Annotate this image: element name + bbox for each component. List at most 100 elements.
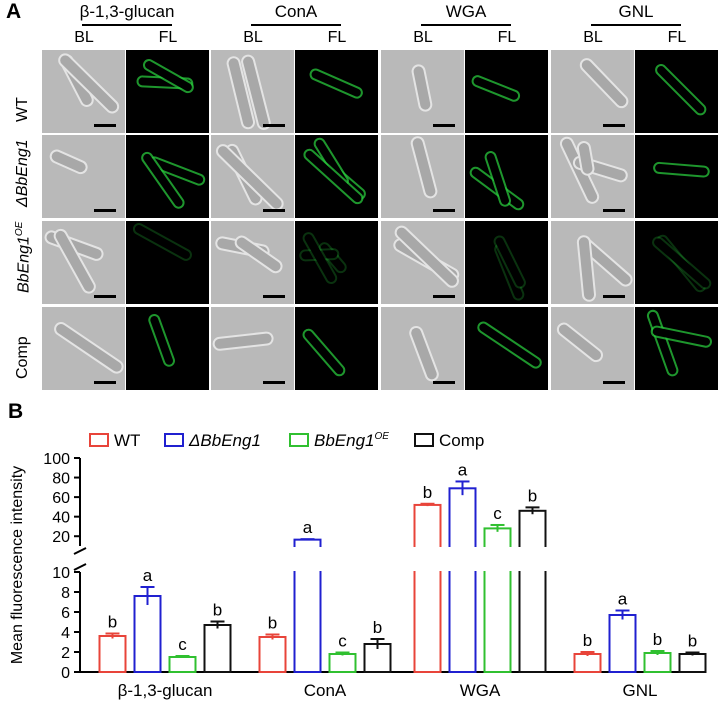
bar-chart: WT ΔBbEng1 BbEng1OE Comp 0 2 4 6 8 10 20 40 60 80 100 M… [9, 431, 707, 700]
y-tick-label: 0 [61, 665, 70, 682]
legend-label: Comp [439, 431, 484, 450]
significance-letter: a [303, 518, 313, 537]
lectin-title: WGA [445, 2, 487, 21]
brightfield-tile [551, 221, 634, 304]
y-tick-label: 8 [61, 585, 70, 602]
scale-bar [433, 209, 455, 212]
row-label: ΔBbEng1 [14, 139, 31, 207]
y-axis-label: Mean fluorescence intensity [9, 466, 26, 664]
significance-letter: a [458, 460, 468, 479]
brightfield-tile [381, 135, 464, 218]
significance-letter: b [583, 631, 592, 650]
scale-bar [603, 209, 625, 212]
channel-label: FL [497, 29, 517, 46]
lectin-underline [421, 24, 511, 26]
lectin-underline [251, 24, 341, 26]
bar [98, 635, 127, 673]
significance-letter: c [493, 504, 502, 523]
scale-bar [263, 381, 285, 384]
fluorescence-tile [635, 221, 718, 304]
bar [573, 653, 602, 673]
lectin-underline [82, 24, 172, 26]
significance-letter: b [528, 486, 537, 505]
bar [448, 487, 477, 673]
bar [133, 595, 162, 673]
brightfield-tile [551, 307, 634, 390]
brightfield-tile [381, 221, 464, 304]
channel-label: BL [74, 29, 94, 46]
fluorescence-tile [465, 135, 548, 218]
channel-label: FL [667, 29, 687, 46]
scale-bar [603, 295, 625, 298]
bar [328, 653, 357, 673]
fluorescence-tile [126, 135, 209, 218]
bar-break-gap [517, 547, 548, 571]
y-tick-label: 6 [61, 605, 70, 622]
y-tick-label: 4 [61, 625, 70, 642]
brightfield-tile [42, 50, 125, 133]
y-tick-label: 10 [52, 565, 70, 582]
bar [518, 509, 547, 673]
fluorescence-tile [295, 50, 378, 133]
row-label: BbEng1OE [14, 221, 33, 293]
y-tick-label: 100 [43, 451, 70, 468]
bar-break-gap [447, 547, 478, 571]
fluorescence-tile [635, 135, 718, 218]
significance-letter: a [143, 566, 153, 585]
y-tick-label: 20 [52, 529, 70, 546]
fluorescence-tile [295, 135, 378, 218]
legend-swatch [414, 433, 434, 447]
significance-letter: b [423, 483, 432, 502]
legend-swatch [89, 433, 109, 447]
brightfield-tile [381, 50, 464, 133]
brightfield-tile [42, 135, 125, 218]
lectin-title: GNL [618, 2, 654, 21]
bar [643, 652, 672, 673]
brightfield-tile [211, 135, 294, 218]
scale-bar [263, 209, 285, 212]
axis-break-mark [73, 563, 87, 571]
bar-break-gap [412, 547, 443, 571]
fluorescence-tile [635, 50, 718, 133]
fluorescence-tile [295, 221, 378, 304]
brightfield-tile [42, 307, 125, 390]
scale-bar [603, 381, 625, 384]
axis-break-mark [73, 547, 87, 555]
scale-bar [433, 295, 455, 298]
significance-letter: b [108, 613, 117, 632]
lectin-title: ConA [274, 2, 318, 21]
scale-bar [433, 381, 455, 384]
fluorescence-tile [465, 221, 548, 304]
y-tick-label: 2 [61, 645, 70, 662]
channel-label: FL [327, 29, 347, 46]
y-tick-label: 60 [52, 490, 70, 507]
channel-label: BL [243, 29, 263, 46]
legend-swatch [289, 433, 309, 447]
bar [203, 624, 232, 673]
bar [608, 614, 637, 673]
scale-bar [263, 295, 285, 298]
significance-letter: a [618, 590, 628, 609]
panel-a-letter: A [6, 0, 22, 23]
x-tick-label: WGA [460, 681, 501, 700]
significance-letter: b [213, 601, 222, 620]
lectin-underline [591, 24, 681, 26]
significance-letter: c [338, 632, 347, 651]
significance-letter: b [373, 618, 382, 637]
scale-bar [433, 124, 455, 127]
row-label: Comp [14, 336, 31, 379]
bar [678, 653, 707, 673]
scale-bar [263, 124, 285, 127]
significance-letter: b [653, 630, 662, 649]
scale-bar [94, 381, 116, 384]
bar-break-gap [292, 547, 323, 571]
scale-bar [94, 295, 116, 298]
x-tick-label: β-1,3-glucan [118, 681, 213, 700]
brightfield-tile [211, 221, 294, 304]
brightfield-tile [551, 50, 634, 133]
channel-label: BL [413, 29, 433, 46]
bar [168, 656, 197, 673]
significance-letter: c [178, 635, 187, 654]
brightfield-tile [42, 221, 125, 304]
scale-bar [94, 209, 116, 212]
